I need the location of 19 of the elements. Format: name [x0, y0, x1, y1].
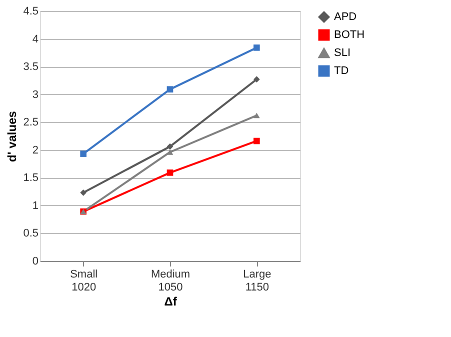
x-axis-title: Δf: [164, 294, 178, 308]
y-tick-label: 0: [32, 256, 38, 268]
legend-label: TD: [334, 65, 349, 77]
y-tick-label: 0.5: [23, 228, 38, 240]
y-axis-title: d' values: [5, 110, 20, 162]
y-tick-label: 3.5: [23, 61, 38, 74]
legend-label: APD: [334, 11, 357, 23]
legend-label: BOTH: [334, 29, 365, 41]
y-tick-label: 3: [32, 88, 38, 101]
y-tick-label: 2.5: [23, 116, 38, 129]
y-tick-label: 4: [32, 33, 38, 46]
x-tick-label: Large 1150: [243, 268, 272, 294]
legend-label: SLI: [334, 47, 351, 59]
y-tick-label: 4.5: [23, 6, 38, 18]
x-tick-label: Small 1020: [70, 268, 98, 294]
y-tick-label: 1: [32, 200, 38, 212]
y-tick-label: 1.5: [23, 172, 38, 184]
y-tick-label: 2: [32, 144, 38, 156]
x-tick-label: Medium 1050: [150, 268, 190, 294]
